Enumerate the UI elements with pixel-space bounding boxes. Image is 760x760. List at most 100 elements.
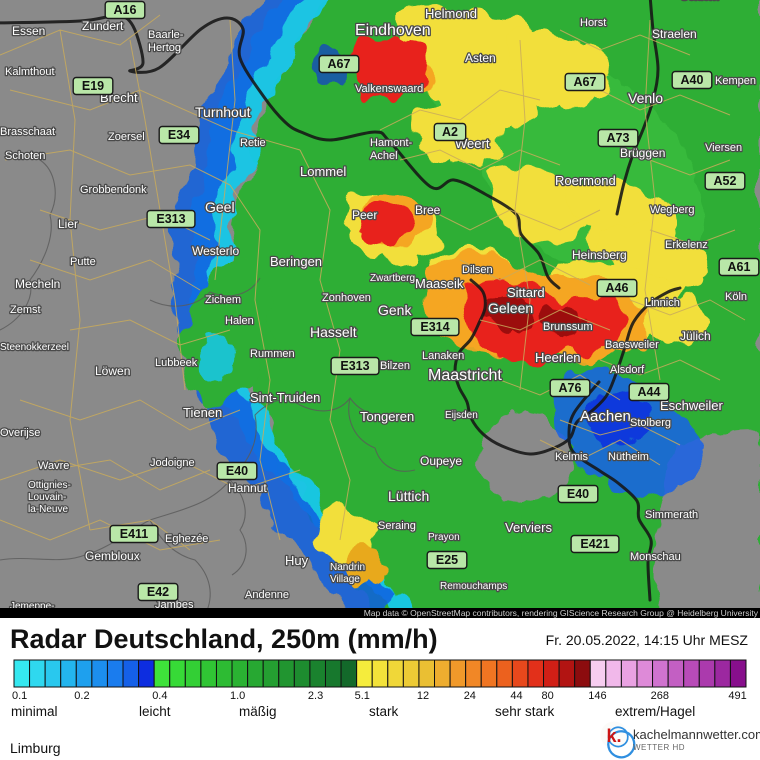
svg-text:Erkelenz: Erkelenz	[665, 239, 708, 251]
svg-text:Baesweiler: Baesweiler	[605, 339, 659, 351]
svg-text:Monschau: Monschau	[630, 551, 681, 563]
svg-text:Verviers: Verviers	[505, 520, 552, 535]
svg-text:Bree: Bree	[415, 203, 441, 217]
svg-text:Lanaken: Lanaken	[422, 350, 464, 362]
svg-text:Eghezée: Eghezée	[165, 533, 208, 545]
svg-text:Nandrin: Nandrin	[330, 562, 365, 573]
svg-text:Stolberg: Stolberg	[630, 417, 671, 429]
svg-text:Overijse: Overijse	[0, 427, 40, 439]
svg-text:la-Neuve: la-Neuve	[28, 504, 68, 515]
svg-text:Gembloux: Gembloux	[85, 549, 140, 563]
svg-text:Hamont-: Hamont-	[370, 137, 413, 149]
svg-text:E421: E421	[580, 537, 609, 551]
svg-text:Geel: Geel	[205, 199, 235, 215]
svg-text:Geleen: Geleen	[488, 300, 533, 316]
svg-text:Peer: Peer	[352, 208, 377, 222]
svg-text:Nütheim: Nütheim	[608, 451, 649, 463]
svg-text:Map data © OpenStreetMap contr: Map data © OpenStreetMap contributors, r…	[364, 608, 759, 618]
svg-text:Jodoigne: Jodoigne	[150, 457, 195, 469]
svg-text:Putte: Putte	[70, 256, 96, 268]
svg-text:Brüggen: Brüggen	[620, 146, 665, 160]
svg-text:A76: A76	[559, 381, 582, 395]
svg-text:E411: E411	[120, 527, 149, 541]
svg-text:A40: A40	[681, 73, 704, 87]
svg-text:Sittard: Sittard	[507, 285, 545, 300]
svg-text:Lommel: Lommel	[300, 164, 346, 179]
svg-text:A67: A67	[574, 75, 597, 89]
svg-text:E42: E42	[147, 585, 169, 599]
svg-text:Grobbendonk: Grobbendonk	[80, 184, 147, 196]
svg-text:Turnhout: Turnhout	[195, 104, 251, 120]
svg-text:Wegberg: Wegberg	[650, 204, 694, 216]
svg-text:E40: E40	[567, 487, 589, 501]
svg-text:A61: A61	[728, 260, 751, 274]
svg-text:Lier: Lier	[58, 217, 78, 231]
svg-text:Viersen: Viersen	[705, 142, 742, 154]
svg-text:Oupeye: Oupeye	[420, 454, 462, 468]
svg-text:Eijsden: Eijsden	[445, 410, 478, 421]
svg-text:Jülich: Jülich	[680, 329, 711, 343]
svg-text:Dilsen: Dilsen	[462, 264, 493, 276]
svg-text:Zemst: Zemst	[10, 304, 41, 316]
svg-text:Baarle-: Baarle-	[148, 29, 184, 41]
svg-text:kachelmannwetter.com: kachelmannwetter.com	[633, 727, 760, 742]
svg-text:Huy: Huy	[285, 553, 309, 568]
svg-text:Remouchamps: Remouchamps	[440, 581, 507, 592]
svg-text:A2: A2	[442, 125, 458, 139]
svg-text:Zundert: Zundert	[82, 19, 124, 33]
svg-text:Alsdorf: Alsdorf	[610, 364, 645, 376]
svg-text:Geldern: Geldern	[680, 0, 719, 3]
svg-text:Heerlen: Heerlen	[535, 350, 581, 365]
svg-text:Maaseik: Maaseik	[415, 276, 464, 291]
svg-text:Rummen: Rummen	[250, 348, 295, 360]
svg-text:Helmond: Helmond	[425, 6, 477, 21]
svg-text:Heinsberg: Heinsberg	[572, 248, 627, 262]
svg-text:Village: Village	[330, 574, 360, 585]
svg-text:Achel: Achel	[370, 150, 398, 162]
svg-text:E25: E25	[436, 553, 458, 567]
svg-text:Venlo: Venlo	[628, 90, 663, 106]
svg-text:E19: E19	[82, 79, 104, 93]
svg-text:A46: A46	[606, 281, 629, 295]
svg-text:Seraing: Seraing	[378, 520, 416, 532]
svg-text:Zoersel: Zoersel	[108, 131, 145, 143]
svg-text:Aachen: Aachen	[580, 408, 631, 425]
svg-text:Hasselt: Hasselt	[310, 324, 357, 340]
svg-text:Halen: Halen	[225, 315, 254, 327]
svg-text:Straelen: Straelen	[652, 27, 697, 41]
svg-text:Brasschaat: Brasschaat	[0, 126, 55, 138]
svg-text:E34: E34	[168, 128, 190, 142]
svg-text:Linnich: Linnich	[645, 297, 680, 309]
svg-text:Roermond: Roermond	[555, 173, 616, 188]
svg-text:Beringen: Beringen	[270, 254, 322, 269]
svg-text:Zichem: Zichem	[205, 294, 241, 306]
svg-text:Horst: Horst	[580, 17, 606, 29]
svg-text:E314: E314	[420, 320, 449, 334]
svg-text:Louvain-: Louvain-	[28, 492, 66, 503]
svg-text:Tienen: Tienen	[183, 405, 222, 420]
svg-text:E40: E40	[226, 464, 248, 478]
svg-text:Eindhoven: Eindhoven	[355, 22, 431, 39]
svg-text:Steenokkerzeel: Steenokkerzeel	[0, 342, 69, 353]
svg-text:Zonhoven: Zonhoven	[322, 292, 371, 304]
svg-text:Bilzen: Bilzen	[380, 360, 410, 372]
svg-text:Kelmis: Kelmis	[555, 451, 589, 463]
svg-text:Kalmthout: Kalmthout	[5, 66, 55, 78]
svg-text:Brunssum: Brunssum	[543, 321, 593, 333]
svg-text:Essen: Essen	[12, 24, 45, 38]
svg-text:Asten: Asten	[465, 51, 496, 65]
svg-text:Tongeren: Tongeren	[360, 409, 414, 424]
svg-text:WETTER HD: WETTER HD	[633, 743, 685, 752]
svg-text:Hertog: Hertog	[148, 42, 181, 54]
svg-text:Mecheln: Mecheln	[15, 277, 60, 291]
svg-text:Ottignies-: Ottignies-	[28, 480, 71, 491]
svg-text:Prayon: Prayon	[428, 532, 460, 543]
svg-text:Kempen: Kempen	[715, 75, 756, 87]
svg-text:Genk: Genk	[378, 302, 412, 318]
svg-text:Zwartberg: Zwartberg	[370, 273, 415, 284]
svg-text:Lubbeek: Lubbeek	[155, 357, 198, 369]
svg-text:Retie: Retie	[240, 137, 266, 149]
svg-text:Valkenswaard: Valkenswaard	[355, 83, 423, 95]
svg-text:k.: k.	[606, 726, 621, 746]
svg-text:Köln: Köln	[725, 291, 747, 303]
